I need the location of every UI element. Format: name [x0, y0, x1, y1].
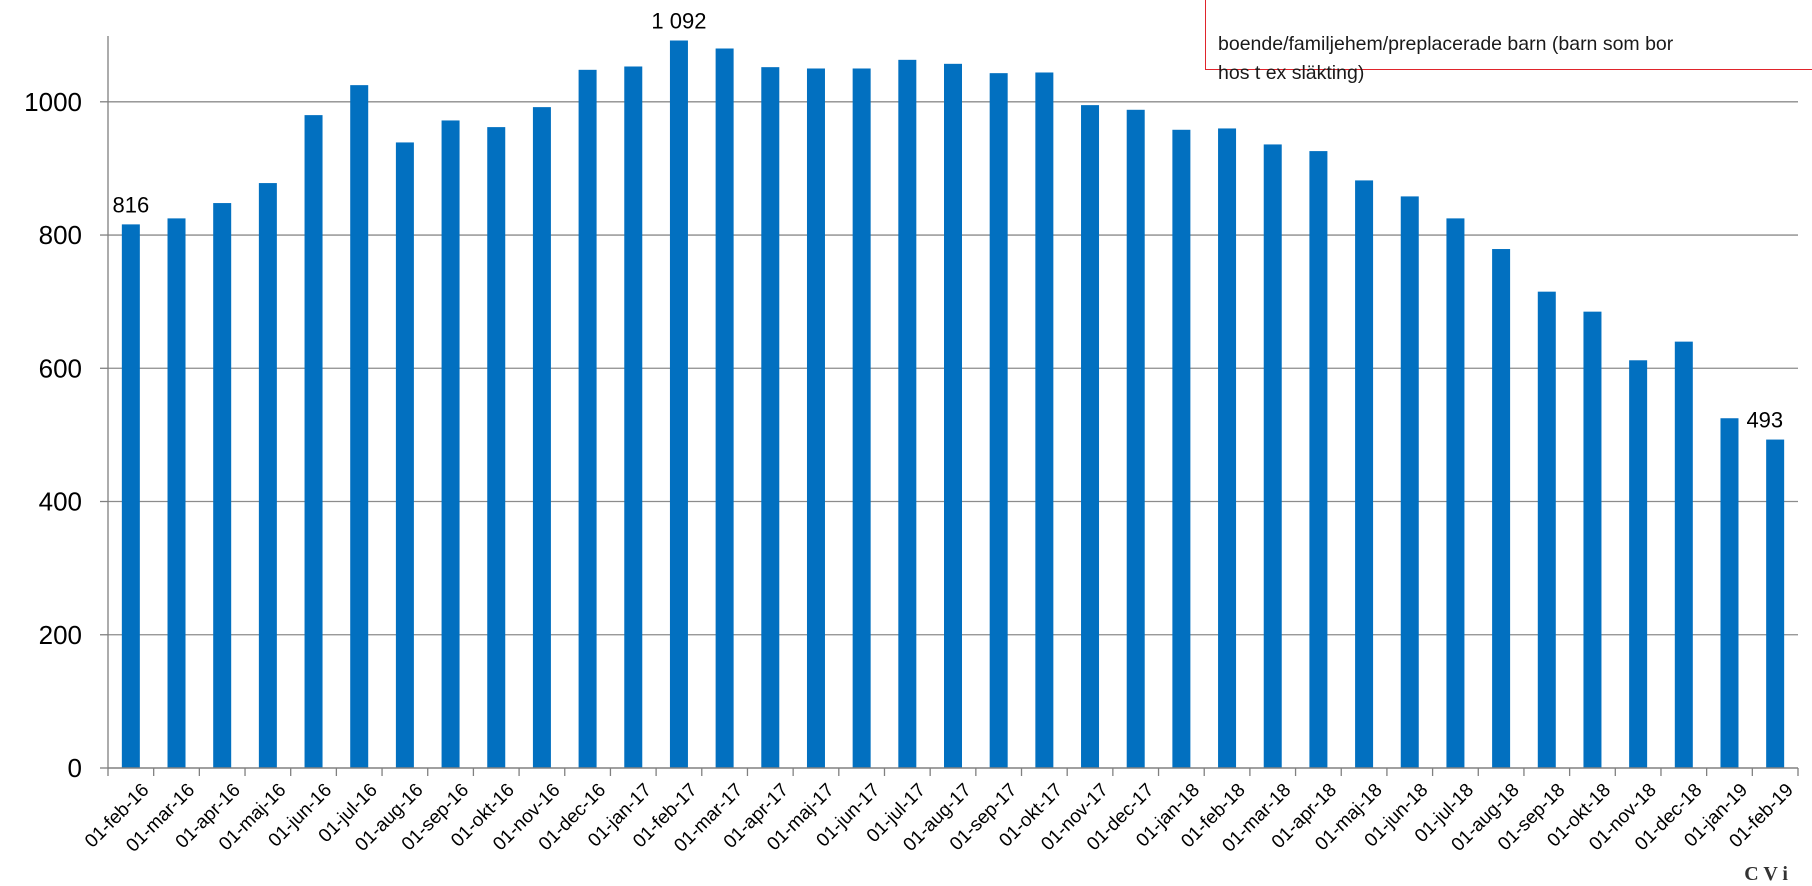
- bar: [715, 48, 734, 768]
- bar: [1629, 360, 1648, 768]
- y-tick-label: 200: [39, 620, 82, 650]
- bar: [1446, 218, 1465, 768]
- bar: [487, 127, 506, 768]
- bar: [1309, 151, 1328, 768]
- bar: [1766, 439, 1785, 768]
- bar: [1172, 129, 1191, 768]
- axes: [107, 36, 1799, 776]
- bar: [1126, 109, 1145, 768]
- bar: [852, 68, 871, 769]
- bar: [441, 120, 460, 768]
- data-label: 816: [112, 192, 149, 217]
- bars: [121, 40, 1785, 769]
- bar: [1035, 72, 1054, 769]
- bar: [1720, 418, 1739, 768]
- bar: [624, 66, 643, 769]
- bar: [1263, 144, 1282, 769]
- bar: [898, 59, 917, 768]
- y-tick-label: 400: [39, 487, 82, 517]
- bar: [532, 107, 551, 769]
- bar: [578, 69, 597, 769]
- x-tick-labels: 01-feb-1601-mar-1601-apr-1601-maj-1601-j…: [81, 780, 1798, 857]
- bar: [258, 183, 277, 768]
- annotation-box: boende/familjehem/preplacerade barn (bar…: [1205, 0, 1812, 84]
- y-tick-label: 800: [39, 220, 82, 250]
- bar: [1081, 105, 1100, 769]
- bar: [304, 115, 323, 768]
- bar: [121, 224, 140, 768]
- bar: [761, 67, 780, 769]
- bar: [395, 142, 414, 768]
- data-label: 1 092: [651, 9, 706, 34]
- y-tick-label: 1000: [24, 87, 82, 117]
- bar: [1674, 341, 1693, 768]
- bar: [350, 85, 369, 768]
- data-label: 493: [1746, 408, 1783, 433]
- y-tick-labels: 0 200 400 600 800 1000: [24, 87, 82, 783]
- y-tick-label: 600: [39, 353, 82, 383]
- bar: [1218, 128, 1237, 768]
- bar: [1355, 180, 1374, 768]
- y-tick-label: 0: [68, 753, 82, 783]
- data-labels: 816 1 092 493: [112, 9, 1783, 433]
- annotation-text: boende/familjehem/preplacerade barn (bar…: [1218, 33, 1674, 84]
- bar: [1537, 291, 1556, 768]
- bar: [669, 40, 688, 769]
- bar: [213, 203, 232, 769]
- bar: [989, 73, 1008, 769]
- bar: [1400, 196, 1419, 769]
- bar: [944, 63, 962, 768]
- bar: [1492, 249, 1511, 768]
- bar: [806, 68, 825, 769]
- bar: [1583, 311, 1602, 768]
- bar: [167, 218, 186, 768]
- corner-logo-text: C V i: [1744, 863, 1788, 885]
